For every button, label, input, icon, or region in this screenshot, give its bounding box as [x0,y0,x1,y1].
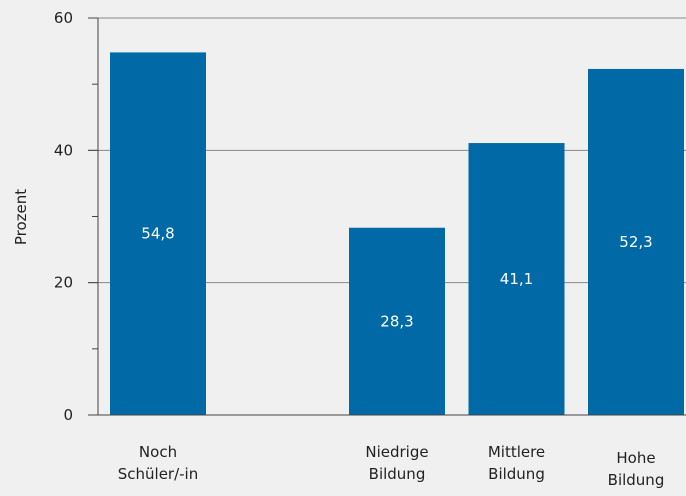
x-category-label-0: Noch Schüler/-in [118,443,199,483]
y-tick-label-20: 20 [54,274,73,292]
data-label-0: 54,8 [141,225,174,243]
x-category-label-4: Hohe Bildung [608,449,665,489]
y-axis-label: Prozent [12,189,30,245]
labels: 0 20 40 60 Prozent Noch Schüler/-in Niedrige Bil… [12,9,664,489]
bars [110,52,684,415]
y-tick-label-60: 60 [54,9,73,27]
y-tick-label-40: 40 [54,141,73,159]
x-category-label-3: Mittlere Bildung [488,443,545,483]
data-label-3: 41,1 [500,270,533,288]
bar-4 [588,68,684,415]
y-tick-label-0: 0 [63,406,73,424]
data-label-4: 52,3 [619,233,652,251]
bar-3 [468,143,565,415]
data-label-2: 28,3 [380,312,413,330]
x-category-label-2: Niedrige Bildung [365,443,428,483]
axes [88,17,686,416]
bar-0 [110,52,206,415]
bar-2 [349,227,445,415]
